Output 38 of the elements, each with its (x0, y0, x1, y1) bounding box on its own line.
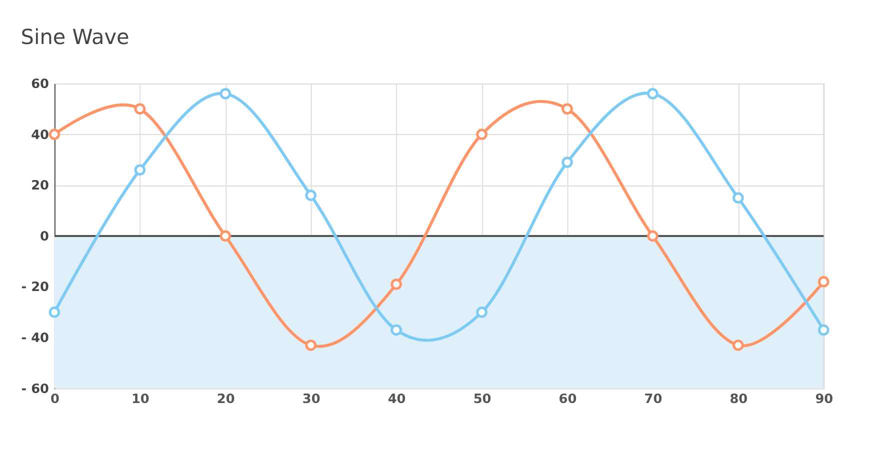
point (818, 324, 830, 336)
point (48, 128, 60, 140)
x-tick-label: 30 (302, 392, 320, 407)
x-tick-label: 0 (50, 392, 60, 407)
point (48, 306, 60, 318)
point (134, 164, 146, 176)
y-tick-label: 20 (31, 178, 50, 194)
y-tick-label: - 40 (21, 331, 50, 346)
x-tick-label: 80 (730, 392, 748, 407)
point (476, 306, 488, 318)
point (305, 340, 317, 351)
point (220, 88, 232, 100)
x-tick-label: 50 (473, 392, 492, 407)
x-tick-label: 10 (131, 392, 150, 407)
point (562, 156, 573, 168)
y-tick-label: - 20 (21, 280, 50, 296)
x-tick-label: 90 (815, 392, 834, 407)
y-tick-label: 40 (31, 128, 50, 143)
point (732, 340, 744, 351)
point (305, 190, 317, 201)
point (818, 276, 830, 288)
point (390, 278, 402, 290)
x-tick-label: 40 (388, 392, 406, 407)
x-tick-label: 60 (558, 392, 577, 407)
point (647, 88, 658, 100)
point (220, 230, 232, 242)
y-tick-label: 0 (40, 229, 50, 244)
point (647, 230, 658, 242)
y-tick-label: 60 (31, 76, 50, 92)
point (134, 103, 146, 115)
x-tick-label: 70 (644, 392, 662, 407)
y-tick-label: - 60 (21, 382, 50, 397)
point (390, 324, 402, 336)
point (476, 128, 488, 140)
point (562, 103, 573, 115)
x-tick-label: 20 (216, 392, 235, 407)
chart-title: Sine Wave (20, 24, 130, 49)
point (732, 192, 744, 204)
